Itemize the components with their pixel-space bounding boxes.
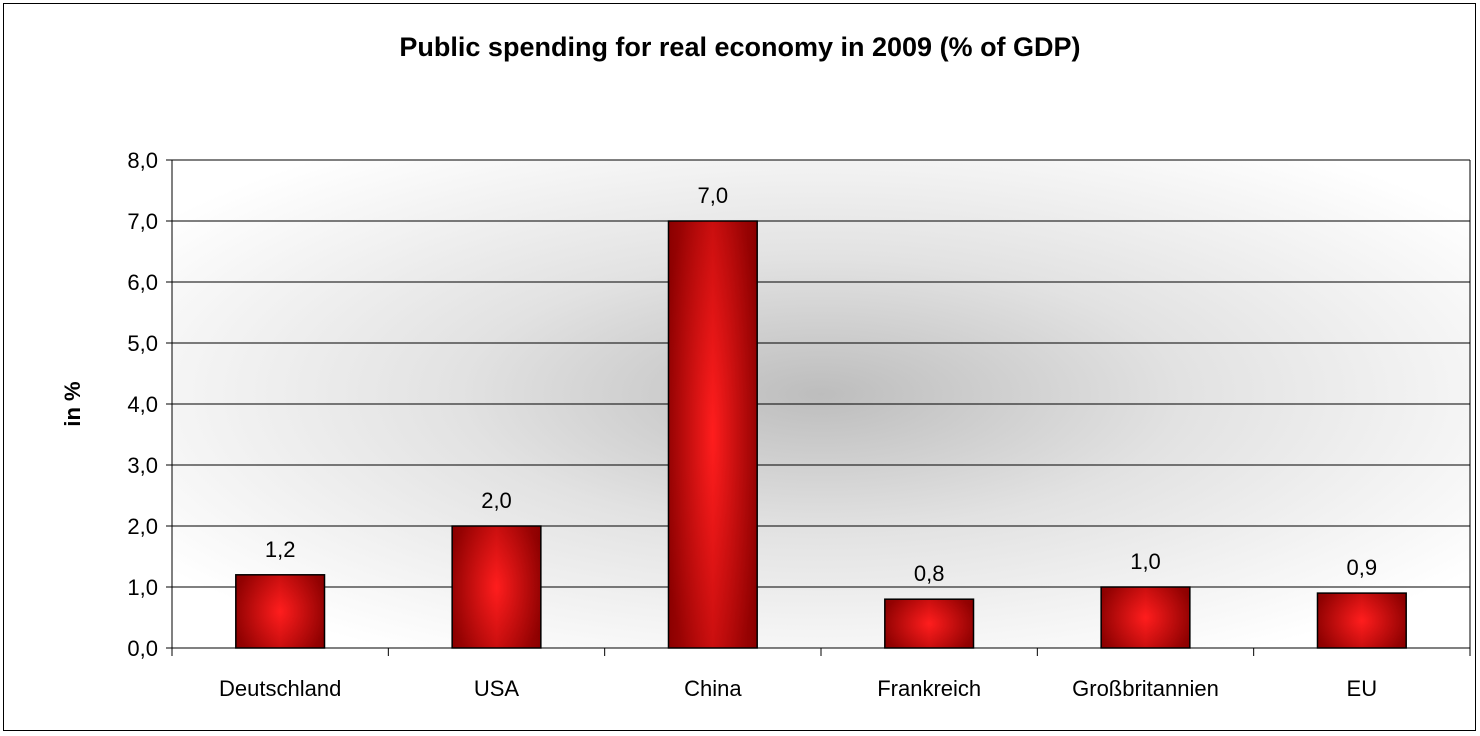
bars — [235, 220, 1407, 649]
bar-glow — [884, 599, 974, 648]
bar-glow — [235, 574, 325, 648]
axes — [166, 159, 1471, 656]
y-tick-label: 5,0 — [127, 331, 158, 356]
bar-glow — [668, 221, 758, 648]
bar-glow — [1317, 593, 1407, 648]
y-axis-title: in % — [60, 381, 85, 426]
data-label: 7,0 — [698, 183, 729, 208]
y-tick-label: 7,0 — [127, 209, 158, 234]
y-tick-label: 3,0 — [127, 453, 158, 478]
data-label: 2,0 — [481, 488, 512, 513]
data-label: 1,2 — [265, 537, 296, 562]
data-label: 0,9 — [1347, 555, 1378, 580]
bar — [451, 525, 542, 649]
bar — [884, 598, 975, 649]
y-tick-label: 8,0 — [127, 148, 158, 173]
x-tick-label: USA — [474, 676, 520, 701]
x-tick-label: Deutschland — [219, 676, 341, 701]
bar — [667, 220, 758, 649]
x-tick-label: Frankreich — [877, 676, 981, 701]
y-tick-label: 6,0 — [127, 270, 158, 295]
gridlines — [172, 159, 1470, 588]
x-tick-label: EU — [1347, 676, 1378, 701]
chart-title: Public spending for real economy in 2009… — [399, 32, 1081, 62]
bar — [1316, 592, 1407, 649]
y-tick-label: 2,0 — [127, 514, 158, 539]
labels: 0,0 1,0 2,0 3,0 4,0 5,0 6,0 7,0 8,0 1,2 Deutschlan… — [127, 148, 1377, 701]
y-tick-label: 0,0 — [127, 636, 158, 661]
x-tick-label: China — [684, 676, 742, 701]
data-label: 1,0 — [1130, 549, 1161, 574]
bar-glow — [1101, 587, 1190, 648]
x-tick-label: Großbritannien — [1072, 676, 1219, 701]
data-label: 0,8 — [914, 561, 945, 586]
bar — [235, 574, 326, 649]
bar-glow — [452, 526, 541, 648]
y-tick-label: 1,0 — [127, 575, 158, 600]
bar — [1100, 586, 1191, 649]
y-tick-label: 4,0 — [127, 392, 158, 417]
